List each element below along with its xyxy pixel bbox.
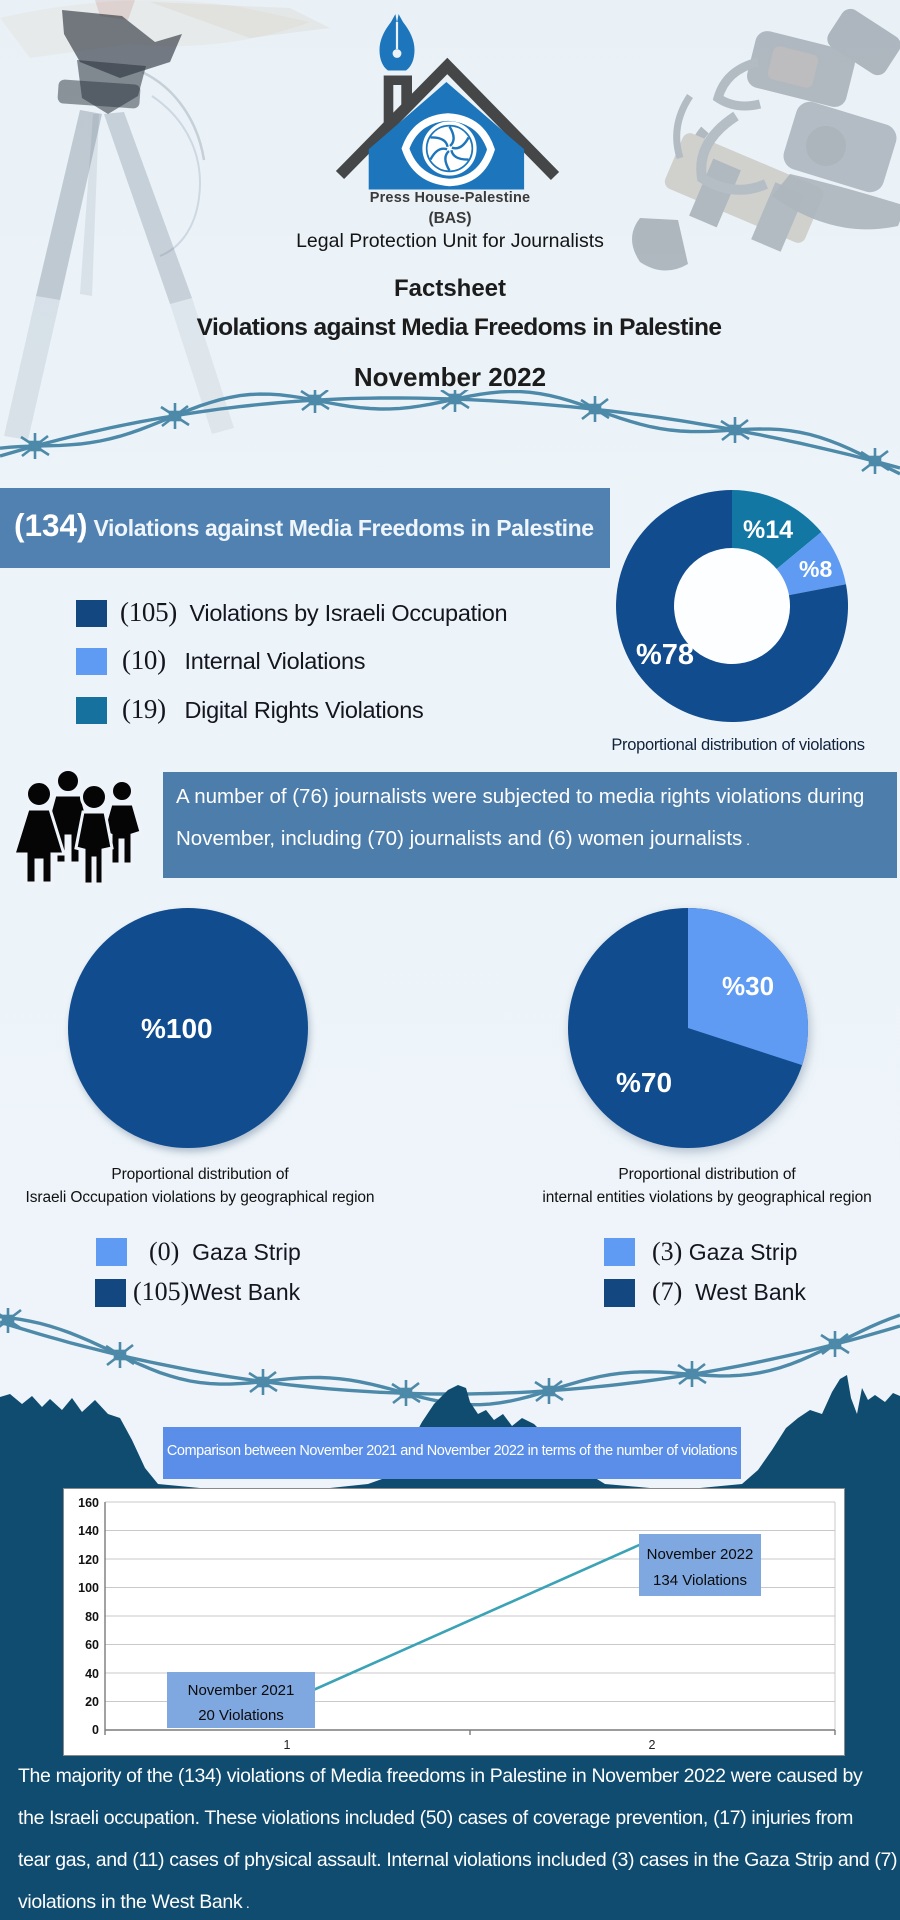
svg-text:0: 0 [92,1723,99,1737]
svg-text:40: 40 [85,1667,99,1681]
svg-text:60: 60 [85,1638,99,1652]
svg-text:November 2022: November 2022 [647,1546,754,1563]
svg-text:120: 120 [78,1553,99,1567]
svg-text:100: 100 [78,1581,99,1595]
svg-text:November 2021: November 2021 [188,1682,295,1699]
svg-text:80: 80 [85,1610,99,1624]
svg-text:2: 2 [649,1738,656,1752]
svg-text:20: 20 [85,1695,99,1709]
svg-text:140: 140 [78,1524,99,1538]
svg-text:134 Violations: 134 Violations [653,1572,747,1589]
svg-text:20 Violations: 20 Violations [198,1707,284,1724]
svg-text:160: 160 [78,1496,99,1510]
svg-text:1: 1 [284,1738,291,1752]
